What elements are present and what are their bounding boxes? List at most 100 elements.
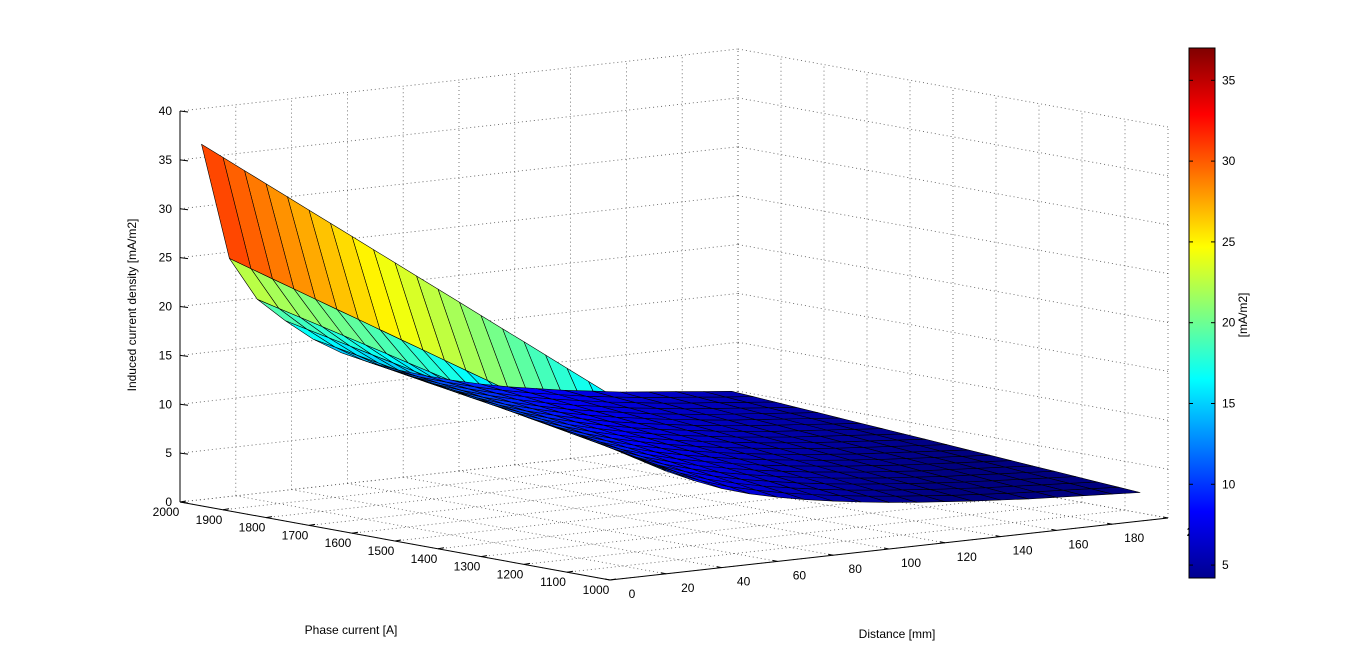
x-tick-label: 80 bbox=[849, 562, 863, 576]
x-tick-mark bbox=[995, 535, 1001, 538]
surface-mesh bbox=[201, 143, 1141, 503]
floor-grid-y bbox=[351, 470, 911, 534]
y-tick-mark bbox=[265, 516, 273, 519]
back-wall-grid-z bbox=[179, 48, 739, 112]
floor-grid-y bbox=[437, 486, 997, 550]
floor-grid-y bbox=[480, 494, 1040, 557]
z-tick-mark bbox=[179, 110, 189, 113]
side-wall-grid-z bbox=[737, 48, 1169, 128]
y-axis-label: Phase current [A] bbox=[305, 623, 398, 637]
x-tick-label: 20 bbox=[681, 581, 695, 595]
side-wall-grid-z bbox=[737, 244, 1169, 323]
x-tick-label: 180 bbox=[1124, 531, 1144, 545]
y-tick-label: 1100 bbox=[540, 575, 566, 589]
x-tick-mark bbox=[1107, 522, 1113, 525]
x-tick-mark bbox=[1051, 528, 1057, 531]
y-tick-label: 1400 bbox=[411, 552, 438, 566]
y-tick-label: 1300 bbox=[454, 560, 481, 574]
z-tick-mark bbox=[179, 403, 189, 406]
side-wall-grid-z bbox=[737, 341, 1169, 421]
floor-grid-y bbox=[566, 509, 1126, 573]
x-tick-mark bbox=[660, 572, 666, 575]
y-tick-label: 1900 bbox=[196, 513, 223, 527]
z-tick-label: 35 bbox=[159, 153, 173, 167]
floor-grid-y bbox=[222, 447, 782, 511]
colorbar-gradient bbox=[1188, 47, 1216, 579]
y-tick-mark bbox=[351, 531, 359, 534]
z-tick-label: 30 bbox=[159, 202, 173, 216]
z-tick-label: 25 bbox=[159, 251, 173, 265]
z-tick-label: 5 bbox=[165, 446, 172, 460]
floor-grid-y bbox=[265, 455, 825, 518]
z-tick-mark bbox=[179, 354, 189, 357]
z-tick-label: 0 bbox=[165, 495, 172, 509]
axes-grid bbox=[179, 48, 1169, 581]
floor-grid-x bbox=[403, 476, 834, 556]
floor-grid-x bbox=[291, 489, 722, 568]
colorbar-ticks: 5 10 15 20 25 30 35 bbox=[1189, 73, 1236, 572]
floor-grid-y bbox=[308, 463, 868, 526]
colorbar-tick-label: 10 bbox=[1222, 477, 1236, 491]
x-tick-mark bbox=[828, 553, 834, 556]
x-tick-mark bbox=[883, 547, 890, 550]
z-tick-label: 20 bbox=[159, 300, 173, 314]
z-tick-mark bbox=[179, 208, 189, 211]
z-tick-mark bbox=[179, 159, 189, 162]
z-tick-label: 40 bbox=[159, 104, 173, 118]
y-tick-label: 1800 bbox=[239, 521, 266, 535]
y-tick-mark bbox=[566, 570, 574, 573]
y-tick-mark bbox=[523, 562, 531, 565]
floor-grid-x bbox=[458, 470, 890, 550]
floor-grid-x bbox=[347, 483, 778, 562]
z-tick-mark bbox=[179, 452, 189, 455]
colorbar-tick-label: 15 bbox=[1222, 396, 1236, 410]
back-wall-grid-z bbox=[179, 244, 739, 307]
y-tick-mark bbox=[308, 523, 316, 526]
z-tick-mark bbox=[179, 257, 189, 260]
x-tick-mark bbox=[939, 541, 945, 544]
colorbar: 5 10 15 20 25 30 35 [mA/m2] bbox=[1188, 47, 1250, 579]
x-tick-mark bbox=[716, 566, 722, 569]
y-tick-mark bbox=[480, 555, 488, 558]
y-tick-label: 1000 bbox=[583, 583, 610, 597]
side-wall-grid-z bbox=[737, 195, 1169, 275]
colorbar-tick-label: 30 bbox=[1222, 154, 1236, 168]
x-tick-label: 40 bbox=[737, 575, 751, 589]
y-tick-mark bbox=[222, 508, 230, 511]
back-wall-grid-z bbox=[179, 146, 739, 210]
back-wall-grid-z bbox=[179, 390, 739, 454]
z-tick-label: 10 bbox=[159, 397, 173, 411]
x-tick-label: 160 bbox=[1068, 537, 1088, 551]
floor-grid-y bbox=[523, 502, 1083, 565]
floor-grid-x bbox=[570, 458, 1001, 537]
z-tick-mark bbox=[179, 306, 189, 308]
surface-patch bbox=[201, 143, 252, 269]
y-tick-label: 1700 bbox=[282, 528, 309, 542]
x-tick-label: 60 bbox=[793, 568, 807, 582]
x-tick-mark bbox=[772, 559, 778, 562]
back-wall-grid-z bbox=[179, 195, 739, 259]
side-wall-grid-z bbox=[737, 97, 1169, 177]
side-wall-grid-z bbox=[737, 390, 1169, 470]
y-tick-label: 1200 bbox=[497, 567, 524, 581]
x-tick-label: 0 bbox=[629, 587, 636, 601]
y-tick-label: 2000 bbox=[153, 505, 180, 519]
back-wall-grid-z bbox=[179, 439, 739, 503]
x-axis-label: Distance [mm] bbox=[859, 627, 936, 641]
y-tick-mark bbox=[437, 547, 445, 550]
floor-grid-x bbox=[514, 464, 945, 544]
y-tick-mark bbox=[179, 500, 187, 503]
colorbar-label: [mA/m2] bbox=[1236, 293, 1250, 338]
axes-tick-labels: 0510152025303540100011001200130014001500… bbox=[153, 104, 1194, 601]
x-tick-mark bbox=[1162, 516, 1169, 519]
z-axis-label: Induced current density [mA/m2] bbox=[125, 219, 139, 392]
y-tick-mark bbox=[394, 539, 402, 542]
y-tick-label: 1500 bbox=[368, 544, 395, 558]
x-tick-label: 100 bbox=[901, 556, 921, 570]
back-wall-grid-z bbox=[179, 97, 739, 161]
floor-grid-x bbox=[235, 495, 666, 575]
side-wall-grid-z bbox=[737, 146, 1169, 226]
colorbar-tick-label: 20 bbox=[1222, 316, 1236, 330]
colorbar-tick-label: 25 bbox=[1222, 235, 1236, 249]
